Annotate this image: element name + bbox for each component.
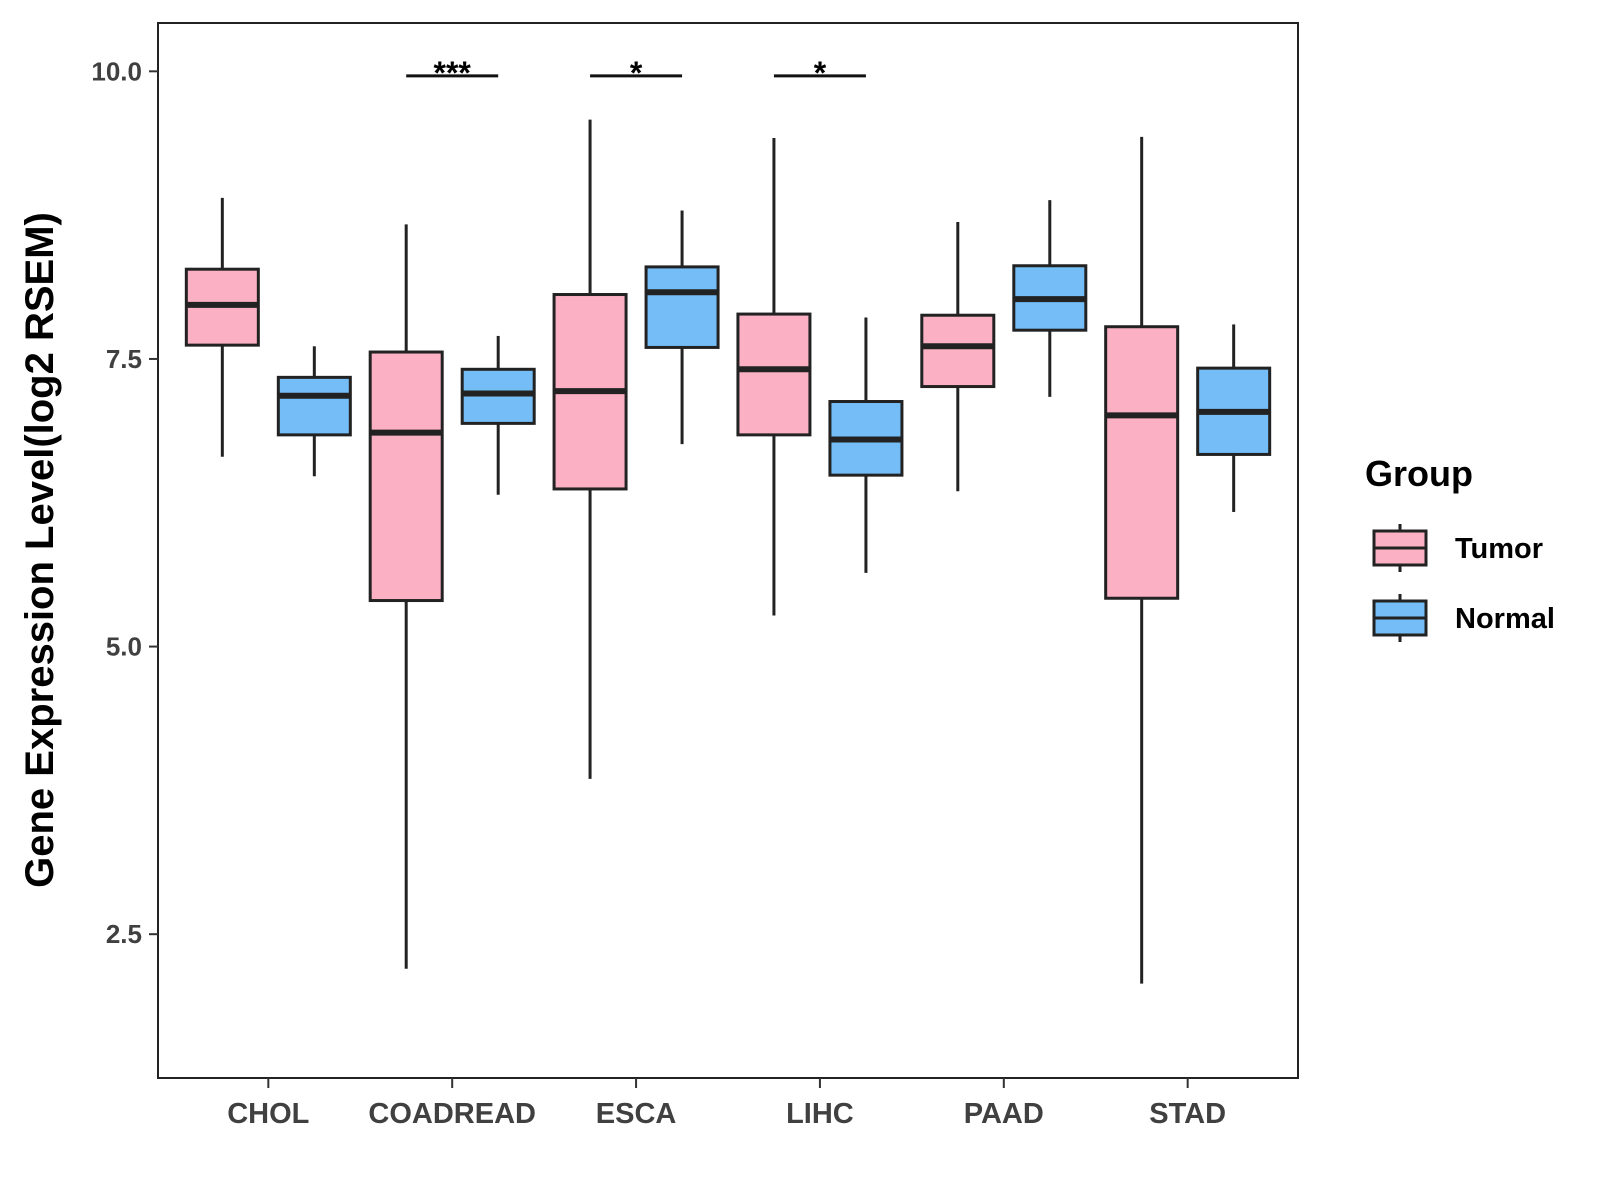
normal-esca-box [644,265,720,349]
x-axis: CHOL COADREAD ESCA LIHC PAAD STAD [227,1078,1226,1130]
x-tick-label: CHOL [227,1098,309,1130]
box-group [184,119,1272,984]
significance-label: * [814,55,827,91]
x-tick-label: ESCA [596,1098,677,1130]
y-axis-title: Gene Expression Level(log2 RSEM) [18,212,62,888]
legend: Group Tumor Normal [1365,453,1555,642]
y-tick-label: 5.0 [106,632,142,662]
tumor-lihc-box [736,312,812,437]
y-tick-label: 2.5 [106,919,142,949]
y-tick-label: 10.0 [91,56,142,86]
tumor-paad-box [920,313,996,389]
x-tick-label: LIHC [786,1098,854,1130]
normal-chol-box [276,375,352,437]
significance-annotations: *** * * [406,55,866,91]
y-tick-label: 7.5 [106,344,142,374]
y-axis: 2.5 5.0 7.5 10.0 [91,56,158,949]
x-tick-label: COADREAD [368,1098,536,1130]
legend-tumor-label: Tumor [1455,533,1543,565]
x-tick-label: PAAD [964,1098,1044,1130]
significance-label: * [630,55,643,91]
significance-label: *** [434,55,472,91]
tumor-coadread-box [368,350,444,603]
x-tick-label: STAD [1149,1098,1226,1130]
tumor-stad-box [1104,325,1180,600]
legend-title: Group [1365,453,1473,494]
legend-normal-label: Normal [1455,603,1555,635]
